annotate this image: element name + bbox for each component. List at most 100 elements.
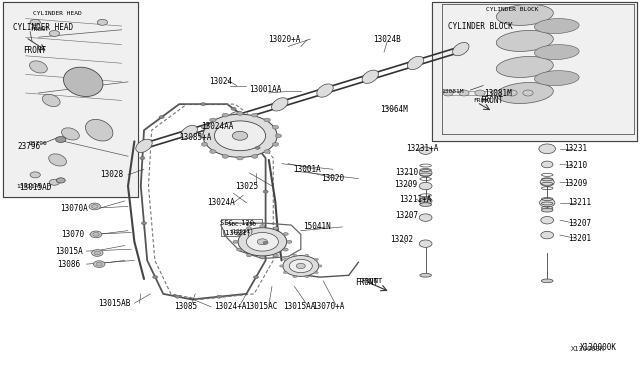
- Circle shape: [255, 147, 260, 150]
- Circle shape: [246, 227, 252, 230]
- Circle shape: [253, 276, 259, 279]
- Circle shape: [419, 197, 432, 205]
- Circle shape: [318, 265, 322, 267]
- Ellipse shape: [541, 208, 553, 212]
- Text: 13231+A: 13231+A: [406, 144, 438, 153]
- Circle shape: [237, 248, 242, 251]
- Text: SEC. 120: SEC. 120: [220, 220, 254, 226]
- Circle shape: [210, 150, 216, 153]
- Text: (13021): (13021): [222, 229, 252, 236]
- Circle shape: [49, 31, 60, 36]
- Text: 13207: 13207: [395, 211, 418, 220]
- Circle shape: [541, 161, 553, 168]
- Circle shape: [264, 150, 270, 153]
- Ellipse shape: [29, 61, 47, 73]
- Circle shape: [246, 254, 252, 257]
- Circle shape: [93, 261, 105, 267]
- Circle shape: [283, 232, 288, 235]
- Circle shape: [210, 118, 216, 122]
- Circle shape: [152, 276, 157, 279]
- Text: 13211: 13211: [568, 198, 591, 207]
- Text: CYLINDER HEAD: CYLINDER HEAD: [33, 10, 82, 16]
- Circle shape: [541, 217, 554, 224]
- Ellipse shape: [49, 154, 67, 166]
- Text: 13015AD: 13015AD: [16, 183, 42, 189]
- Text: FRONT: FRONT: [474, 98, 492, 103]
- Circle shape: [284, 272, 287, 274]
- Circle shape: [507, 90, 517, 96]
- Text: 13024B: 13024B: [373, 35, 401, 44]
- Ellipse shape: [496, 31, 554, 51]
- Bar: [432, 2, 637, 141]
- Circle shape: [419, 147, 432, 154]
- Circle shape: [523, 90, 533, 96]
- Text: 13024AA: 13024AA: [202, 122, 234, 131]
- Circle shape: [222, 154, 228, 158]
- Text: 13085+A: 13085+A: [179, 133, 211, 142]
- Text: FRONT: FRONT: [23, 46, 46, 55]
- Text: 13015AD: 13015AD: [19, 183, 51, 192]
- Text: 13064M: 13064M: [380, 105, 408, 114]
- Ellipse shape: [181, 125, 198, 139]
- Text: 13070+A: 13070+A: [312, 302, 344, 311]
- Circle shape: [305, 254, 308, 256]
- Circle shape: [284, 258, 287, 260]
- Text: 13209: 13209: [394, 180, 417, 189]
- Text: 13015AB: 13015AB: [98, 299, 130, 308]
- Circle shape: [92, 250, 103, 256]
- Circle shape: [260, 256, 265, 259]
- Circle shape: [30, 172, 40, 178]
- Circle shape: [305, 276, 308, 278]
- Circle shape: [314, 272, 318, 274]
- Text: FRONT: FRONT: [480, 96, 503, 105]
- Circle shape: [231, 108, 236, 110]
- Text: CYLINDER BLOCK: CYLINDER BLOCK: [448, 22, 513, 31]
- Circle shape: [273, 254, 278, 257]
- Circle shape: [263, 190, 268, 193]
- Circle shape: [540, 198, 555, 207]
- Text: 13211+A: 13211+A: [399, 195, 431, 203]
- Circle shape: [272, 125, 278, 129]
- Circle shape: [283, 248, 288, 251]
- Text: FRONT: FRONT: [31, 27, 49, 32]
- Text: FRONT: FRONT: [362, 278, 383, 284]
- Circle shape: [233, 240, 238, 243]
- Circle shape: [283, 256, 319, 276]
- Text: X130000K: X130000K: [580, 343, 617, 352]
- Circle shape: [275, 134, 282, 138]
- Ellipse shape: [42, 94, 60, 106]
- Text: 13210: 13210: [564, 161, 588, 170]
- Text: 13070A: 13070A: [60, 204, 88, 213]
- Circle shape: [475, 90, 485, 96]
- Circle shape: [252, 154, 258, 158]
- Circle shape: [491, 90, 501, 96]
- Circle shape: [198, 134, 205, 138]
- Ellipse shape: [534, 71, 579, 86]
- Text: 13015AC: 13015AC: [245, 302, 277, 311]
- Circle shape: [540, 178, 554, 186]
- Ellipse shape: [271, 98, 288, 111]
- Text: 13015A: 13015A: [55, 247, 83, 256]
- Text: 13025: 13025: [235, 182, 258, 190]
- Text: 13209: 13209: [564, 179, 588, 187]
- Bar: [221, 219, 262, 236]
- Circle shape: [419, 182, 432, 190]
- Circle shape: [232, 131, 248, 140]
- Ellipse shape: [63, 67, 103, 96]
- Ellipse shape: [362, 70, 378, 83]
- Text: 13024+A: 13024+A: [214, 302, 246, 311]
- Circle shape: [280, 265, 284, 267]
- Circle shape: [201, 103, 206, 106]
- Text: 13020: 13020: [321, 174, 344, 183]
- Bar: [3, 2, 138, 197]
- Circle shape: [246, 232, 278, 251]
- Text: SEC. 120: SEC. 120: [228, 222, 256, 227]
- Ellipse shape: [61, 128, 79, 140]
- Circle shape: [296, 263, 305, 269]
- Circle shape: [238, 228, 287, 256]
- Ellipse shape: [541, 279, 553, 283]
- Ellipse shape: [534, 45, 579, 60]
- Text: 13001A: 13001A: [293, 165, 321, 174]
- Ellipse shape: [420, 273, 431, 277]
- Circle shape: [94, 251, 100, 255]
